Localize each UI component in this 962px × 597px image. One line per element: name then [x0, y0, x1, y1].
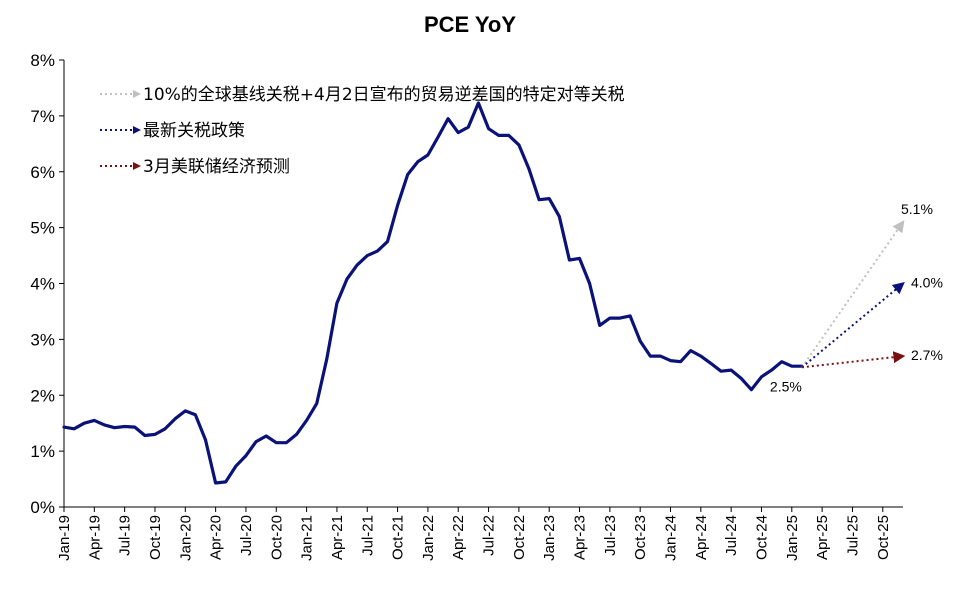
x-tick-label: Apr-23 — [572, 515, 589, 560]
x-tick-label: Jan-21 — [299, 515, 316, 561]
y-tick-label: 0% — [30, 498, 55, 517]
x-tick-label: Jul-23 — [602, 515, 619, 556]
x-tick-label: Jan-25 — [784, 515, 801, 561]
y-tick-label: 2% — [30, 386, 55, 405]
x-axis: Jan-19 Apr-19 Jul-19 Oct-19 Jan-20 Apr-20 Jul-… — [56, 506, 903, 561]
series-line-actual — [62, 101, 804, 485]
x-tick-label: Apr-24 — [693, 515, 710, 560]
legend-arrow-icon — [133, 90, 141, 98]
x-tick-label: Jan-23 — [541, 515, 558, 561]
x-tick-label: Apr-20 — [208, 515, 225, 560]
y-tick-label: 1% — [30, 442, 55, 461]
x-tick-label: Jul-25 — [844, 515, 861, 556]
y-tick-label: 5% — [30, 219, 55, 238]
legend-label: 3月美联储经济预测 — [143, 157, 290, 177]
x-tick-label: Oct-23 — [632, 515, 649, 560]
legend-arrow-icon — [133, 162, 141, 170]
x-tick-label: Oct-20 — [268, 515, 285, 560]
x-tick-label: Jul-21 — [359, 515, 376, 556]
x-tick-label: Oct-21 — [390, 515, 407, 560]
y-tick-label: 4% — [30, 275, 55, 294]
x-tick-label: Apr-21 — [329, 515, 346, 560]
x-tick-label: Jan-24 — [663, 515, 680, 561]
x-tick-label: Apr-22 — [450, 515, 467, 560]
x-tick-label: Oct-25 — [875, 515, 892, 560]
legend-label: 10%的全球基线关税+4月2日宣布的贸易逆差国的特定对等关税 — [143, 85, 625, 105]
series-line-projection-3 — [801, 351, 906, 369]
x-tick-label: Apr-19 — [86, 515, 103, 560]
y-axis: 0% 1% 2% 3% 4% 5% 6% 7% 8% — [30, 51, 65, 517]
y-tick-label: 3% — [30, 330, 55, 349]
x-tick-label: Jan-20 — [177, 515, 194, 561]
x-tick-label: Jan-22 — [420, 515, 437, 561]
x-tick-label: Oct-22 — [511, 515, 528, 560]
y-tick-label: 7% — [30, 107, 55, 126]
label-layer: 5.1% 4.0% 2.7% 2.5% — [770, 201, 943, 394]
series-layer — [62, 101, 906, 485]
y-tick-label: 8% — [30, 51, 55, 70]
legend-item-2: 3月美联储经济预测 — [100, 157, 290, 177]
x-tick-label: Jan-19 — [56, 515, 73, 561]
series-line-projection-1 — [801, 220, 905, 368]
legend-item-0: 10%的全球基线关税+4月2日宣布的贸易逆差国的特定对等关税 — [100, 85, 625, 105]
chart-title: PCE YoY — [424, 12, 516, 37]
series-line-projection-2 — [801, 281, 905, 369]
x-tick-label: Oct-19 — [147, 515, 164, 560]
x-tick-label: Jul-20 — [238, 515, 255, 556]
x-tick-label: Jul-19 — [117, 515, 134, 556]
legend-label: 最新关税政策 — [143, 121, 245, 141]
legend-arrow-icon — [133, 126, 141, 134]
projection-end-label-2: 4.0% — [911, 275, 943, 291]
current-value-label: 2.5% — [770, 378, 802, 394]
x-tick-label: Apr-25 — [814, 515, 831, 560]
x-tick-label: Jul-24 — [723, 515, 740, 556]
y-tick-label: 6% — [30, 163, 55, 182]
legend-item-1: 最新关税政策 — [100, 121, 245, 141]
x-tick-label: Oct-24 — [753, 515, 770, 560]
projection-end-label-3: 2.7% — [911, 347, 943, 363]
x-tick-label: Jul-22 — [481, 515, 498, 556]
projection-end-label-1: 5.1% — [901, 201, 933, 217]
